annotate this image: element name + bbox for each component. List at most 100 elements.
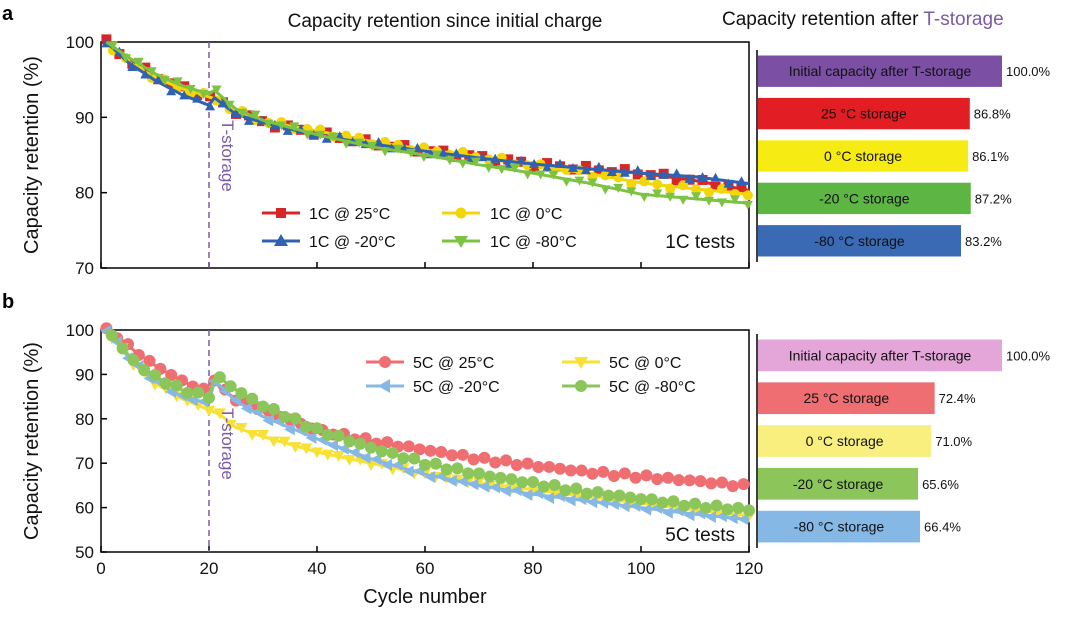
data-marker: [402, 440, 415, 453]
data-marker: [500, 454, 512, 467]
bar-chart-a-after-storage: Initial capacity after T-storage 100.0% 25…: [756, 50, 1051, 262]
data-marker: [490, 153, 501, 163]
data-marker: [192, 93, 203, 103]
data-marker: [574, 176, 585, 186]
data-marker: [483, 163, 494, 173]
y-tick-label: 80: [75, 184, 94, 203]
data-marker: [446, 449, 458, 462]
data-marker: [561, 177, 572, 187]
series-line: [105, 40, 750, 186]
data-marker: [699, 502, 712, 515]
data-marker: [381, 436, 394, 449]
x-tick-label: 80: [524, 559, 543, 578]
data-marker: [138, 364, 151, 377]
y-tick-label: 70: [75, 259, 94, 278]
bar-item: Initial capacity after T-storage 100.0%: [758, 55, 1051, 87]
data-marker: [521, 489, 533, 502]
data-marker: [321, 428, 334, 441]
data-marker: [367, 141, 378, 151]
data-marker: [667, 503, 680, 515]
data-marker: [726, 480, 739, 493]
bar-item: 0 °C storage 86.1%: [758, 140, 1009, 172]
data-marker: [431, 150, 442, 160]
data-marker: [278, 410, 291, 423]
panel-a-letter: a: [2, 3, 14, 25]
data-marker: [645, 493, 658, 506]
legend-circle-marker: [575, 380, 587, 392]
data-marker: [721, 503, 734, 516]
legend-b: 5C @ 25°C 5C @ 0°C 5C @ -20°C 5C @ -80°C: [366, 355, 696, 396]
bar-value-label: 86.1%: [972, 149, 1009, 164]
data-marker: [608, 498, 619, 511]
data-marker: [343, 455, 356, 466]
data-marker: [559, 484, 572, 497]
bar-category-label: -80 °C storage: [814, 233, 905, 249]
data-marker: [678, 499, 691, 512]
data-marker: [613, 489, 626, 502]
chart-b-tag: 5C tests: [665, 525, 735, 546]
data-marker: [691, 184, 702, 195]
data-marker: [224, 419, 237, 431]
data-marker: [710, 181, 721, 192]
data-marker: [408, 452, 421, 465]
data-marker: [742, 190, 753, 201]
data-marker: [192, 386, 205, 399]
legend-item: 1C @ -20°C: [262, 234, 396, 251]
bar: [758, 467, 919, 500]
data-marker: [736, 182, 747, 193]
data-marker: [600, 185, 611, 195]
data-marker: [332, 429, 345, 442]
data-marker: [243, 115, 254, 125]
data-marker: [613, 183, 624, 193]
data-marker: [159, 377, 172, 390]
data-marker: [300, 443, 313, 455]
bar: [758, 55, 1002, 87]
y-tick-label: 70: [75, 454, 94, 473]
data-marker: [418, 153, 429, 163]
legend-item: 1C @ 0°C: [442, 206, 562, 223]
data-marker: [438, 148, 449, 158]
data-marker: [705, 477, 718, 490]
data-marker: [710, 499, 723, 512]
legend-square-marker: [276, 208, 286, 218]
data-marker: [697, 172, 708, 182]
bar-chart-title-highlight: T-storage: [923, 9, 1003, 30]
legend-label: 1C @ -20°C: [309, 234, 396, 251]
data-marker: [462, 467, 475, 480]
data-marker: [267, 436, 280, 448]
data-marker: [704, 196, 715, 206]
data-marker: [354, 437, 367, 450]
data-marker: [440, 463, 453, 476]
legend-triangle-up-marker: [274, 234, 288, 246]
data-marker: [683, 474, 696, 487]
data-marker: [332, 451, 345, 462]
data-marker: [262, 414, 274, 427]
data-marker: [343, 435, 356, 448]
legend-label: 5C @ -20°C: [413, 379, 500, 396]
y-tick-label: 100: [66, 33, 94, 52]
legend-item: 1C @ -80°C: [442, 234, 577, 251]
data-marker: [600, 170, 611, 181]
data-marker: [602, 489, 615, 502]
data-marker: [127, 354, 140, 367]
data-marker: [494, 471, 507, 484]
data-marker: [240, 402, 252, 415]
data-marker: [365, 441, 377, 454]
y-tick-label: 50: [75, 543, 94, 562]
data-marker: [250, 110, 261, 120]
data-marker: [684, 173, 695, 183]
y-tick-label: 60: [75, 499, 94, 518]
data-marker: [737, 478, 750, 491]
data-marker: [527, 475, 539, 488]
data-marker: [704, 187, 715, 198]
data-marker: [289, 412, 302, 425]
bar-chart-title-prefix: Capacity retention after: [722, 9, 923, 30]
bar-item: -80 °C storage 66.4%: [758, 510, 961, 543]
data-marker: [542, 162, 553, 172]
data-marker: [451, 148, 462, 158]
y-tick-label: 90: [75, 365, 94, 384]
data-marker: [662, 471, 674, 484]
bar-chart-b-after-storage: Initial capacity after T-storage 100.0% 25…: [756, 334, 1051, 548]
data-marker: [516, 155, 527, 165]
